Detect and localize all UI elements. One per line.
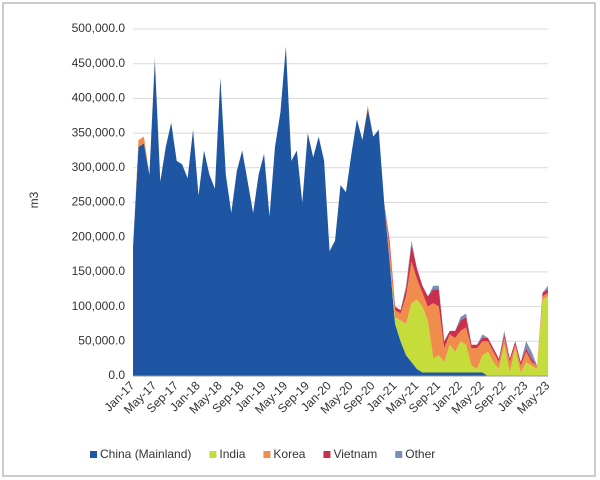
y-axis-label: m3 bbox=[27, 191, 41, 208]
y-tick-label: 0.0 bbox=[108, 368, 125, 382]
legend-swatch bbox=[323, 451, 331, 458]
y-tick-label: 400,000.0 bbox=[72, 91, 126, 105]
legend-label: Vietnam bbox=[333, 447, 377, 461]
y-tick-label: 100,000.0 bbox=[72, 299, 126, 313]
y-tick-label: 150,000.0 bbox=[72, 264, 126, 278]
y-tick-label: 200,000.0 bbox=[72, 229, 126, 243]
legend-swatch bbox=[90, 451, 97, 458]
y-tick-label: 250,000.0 bbox=[72, 195, 126, 209]
legend-label: Other bbox=[405, 447, 435, 461]
area bbox=[133, 46, 548, 376]
y-tick-label: 50,000.0 bbox=[78, 333, 125, 347]
legend-label: India bbox=[219, 447, 245, 461]
legend-label: China (Mainland) bbox=[100, 447, 191, 461]
y-tick-label: 350,000.0 bbox=[72, 125, 126, 139]
y-tick-label: 500,000.0 bbox=[72, 21, 126, 35]
legend-swatch bbox=[209, 451, 217, 458]
legend-swatch bbox=[263, 451, 271, 458]
y-tick-label: 300,000.0 bbox=[72, 160, 126, 174]
y-tick-label: 450,000.0 bbox=[72, 56, 126, 70]
legend-swatch bbox=[395, 451, 403, 458]
legend-label: Korea bbox=[273, 447, 305, 461]
